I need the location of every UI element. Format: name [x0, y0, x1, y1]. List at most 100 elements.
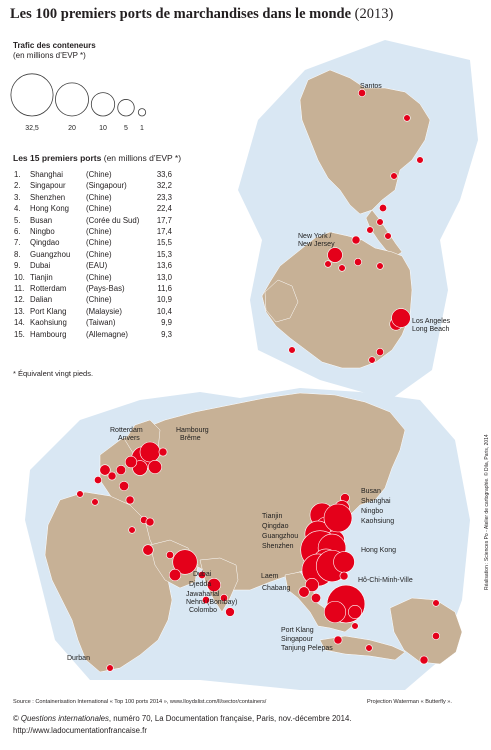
ranking-title: Les 15 premiers ports (en millions d’EVP… [13, 153, 181, 163]
map-label: Santos [360, 83, 382, 90]
value-cell: 13,6 [156, 261, 172, 271]
value-cell: 17,4 [156, 227, 172, 237]
port-circle [107, 471, 117, 481]
port-cell: Hong Kong [30, 204, 70, 214]
ranking-unit: (en millions d’EVP *) [103, 153, 182, 163]
value-cell: 9,3 [161, 329, 172, 339]
port-circle [432, 599, 440, 607]
value-cell: 23,3 [156, 192, 172, 202]
port-circle [288, 346, 296, 354]
value-cell: 10,4 [156, 306, 172, 316]
rank-cell: 11. [14, 284, 25, 294]
legend-circle-label: 32,5 [25, 125, 39, 132]
map-label: Shenzhen [262, 543, 294, 550]
port-circle [220, 594, 228, 602]
map-label: New Jersey [298, 241, 335, 248]
ranking-row: 8. Guangzhou (Chine) 15,3 [14, 249, 172, 260]
map-label: Hô-Chi-Minh-Ville [358, 577, 413, 584]
ranking-row: 12. Dalian (Chine) 10,9 [14, 294, 172, 305]
map-label: Tianjin [262, 513, 282, 520]
map-label: Singapour [281, 636, 314, 643]
country-cell: (Allemagne) [86, 329, 129, 339]
map-label: Durban [67, 655, 90, 662]
rank-cell: 5. [14, 215, 21, 225]
rank-cell: 15. [14, 329, 25, 339]
port-circle [99, 464, 111, 476]
land-africa [44, 491, 173, 673]
port-circle [390, 172, 398, 180]
port-circle [416, 156, 424, 164]
port-circle [158, 447, 168, 457]
ranking-row: 10. Tianjin (Chine) 13,0 [14, 272, 172, 283]
rank-cell: 13. [14, 306, 25, 316]
port-circle [419, 655, 429, 665]
credit-prefix: © [13, 714, 21, 723]
port-circle [76, 490, 84, 498]
legend-circle [137, 108, 147, 117]
source-url[interactable]: http://www.ladocumentationfrancaise.fr [13, 726, 147, 735]
legend-circle-label: 5 [124, 125, 128, 132]
map-label: Chabang [262, 585, 291, 592]
legend-subtitle: (en millions d’EVP *) [13, 51, 86, 60]
port-circle [128, 526, 136, 534]
port-cell: Dalian [30, 295, 53, 305]
country-cell: (Corée du Sud) [86, 215, 140, 225]
map-label: Qingdao [262, 523, 289, 530]
port-circle [148, 460, 162, 474]
port-circle [324, 260, 332, 268]
port-circle [124, 455, 138, 469]
port-circle [125, 495, 135, 505]
port-cell: Busan [30, 215, 53, 225]
map-label: Anvers [118, 435, 140, 442]
value-cell: 11,6 [157, 284, 172, 294]
port-circle [142, 544, 154, 556]
realisation-note: Réalisation : Sciences Po - Atelier de c… [484, 434, 490, 590]
land-australia [389, 597, 463, 665]
ranking-row: 4. Hong Kong (Chine) 22,4 [14, 203, 172, 214]
port-circle [432, 632, 440, 640]
footnote: * Équivalent vingt pieds. [13, 369, 94, 378]
ranking-row: 2. Singapour (Singapour) 32,2 [14, 180, 172, 191]
map-label: Hong Kong [361, 547, 396, 554]
legend-circle [117, 99, 135, 117]
country-cell: (Singapour) [86, 181, 127, 191]
map-label: Long Beach [412, 326, 449, 333]
map-label: Busan [361, 488, 381, 495]
value-cell: 32,2 [156, 181, 172, 191]
value-cell: 15,3 [156, 249, 172, 259]
value-cell: 33,6 [156, 170, 172, 179]
credit-publication: Questions internationales [20, 714, 109, 723]
map-label: Shanghai [361, 498, 391, 505]
port-circle [339, 571, 349, 581]
credit-rest: , numéro 70, La Documentation française,… [108, 714, 352, 723]
rank-cell: 2. [14, 181, 21, 191]
ranking-title-text: Les 15 premiers ports [13, 153, 102, 163]
rank-cell: 10. [14, 272, 25, 282]
port-circle [348, 605, 362, 619]
port-circle [207, 578, 221, 592]
port-circle [172, 549, 198, 575]
map-labels-layer: Santos New York /New Jersey Los AngelesLon… [67, 83, 451, 662]
legend-circles: 32,5 20 10 5 1 [10, 73, 147, 132]
port-circle [351, 235, 361, 245]
port-cell: Kaohsiung [30, 318, 67, 328]
country-cell: (Chine) [86, 272, 112, 282]
port-circle [376, 262, 384, 270]
port-cell: Port Klang [30, 306, 67, 316]
map-label: Nehru (Bombay) [186, 599, 237, 606]
country-cell: (Chine) [86, 192, 112, 202]
source-note: Source : Containerisation International … [13, 699, 267, 705]
map-label: Laem [261, 573, 279, 580]
ranking-row: 3. Shenzhen (Chine) 23,3 [14, 192, 172, 203]
ranking-row: 7. Qingdao (Chine) 15,5 [14, 237, 172, 248]
port-circle [403, 114, 411, 122]
map-label: Los Angeles [412, 318, 451, 325]
credit-line: © Questions internationales, numéro 70, … [13, 714, 351, 723]
port-circle [384, 232, 392, 240]
value-cell: 22,4 [156, 204, 172, 214]
port-circle [115, 464, 127, 476]
rank-cell: 7. [14, 238, 21, 248]
ranking-row: 1. Shanghai (Chine) 33,6 [14, 169, 172, 180]
port-circle [225, 607, 235, 617]
